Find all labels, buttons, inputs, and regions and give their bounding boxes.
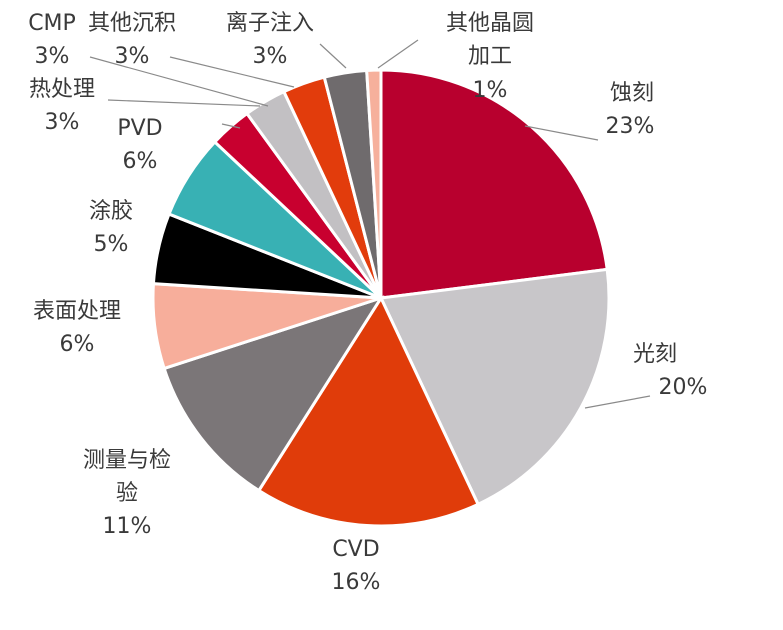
slice-name-label: 其他晶圆: [446, 11, 534, 36]
slice-name-label: 离子注入: [226, 11, 314, 36]
pie-slice: [162, 295, 385, 493]
slice-percent-label: 3%: [253, 44, 288, 69]
leader-line: [319, 43, 347, 69]
pie-slice: [256, 294, 481, 528]
slice-name-label: 测量与检: [83, 448, 171, 473]
slice-percent-label: 16%: [332, 570, 381, 595]
pie-slice: [378, 267, 611, 507]
slice-name-label: 涂胶: [89, 199, 133, 224]
slice-percent-label: 20%: [659, 375, 708, 400]
slice-percent-label: 3%: [45, 110, 80, 135]
pie-slice: [365, 68, 383, 299]
slice-percent-label: 3%: [35, 44, 70, 69]
slice-name-label: 加工: [468, 44, 512, 69]
leader-line: [107, 99, 261, 107]
slice-name-label: 热处理: [29, 77, 95, 102]
slice-percent-label: 1%: [473, 78, 508, 103]
slice-name-label: 其他沉积: [88, 11, 176, 36]
slice-name-label: 验: [116, 481, 138, 506]
leader-line: [524, 125, 599, 141]
pie-slice: [379, 68, 609, 300]
slice-name-label: 表面处理: [33, 299, 121, 324]
leader-line: [89, 56, 269, 107]
slice-percent-label: 11%: [103, 514, 152, 539]
leader-line: [377, 39, 419, 69]
slice-name-label: CMP: [28, 11, 76, 36]
slice-name-label: CVD: [332, 537, 379, 562]
slice-name-label: PVD: [117, 116, 162, 141]
slice-percent-label: 6%: [123, 149, 158, 174]
slice-percent-label: 5%: [94, 232, 129, 257]
leader-lines: [89, 39, 651, 409]
slice-name-label: 光刻: [633, 342, 677, 367]
slice-percent-label: 6%: [60, 332, 95, 357]
leader-line: [221, 123, 241, 129]
slice-name-label: 蚀刻: [610, 81, 654, 106]
leader-line: [169, 56, 295, 88]
slice-percent-label: 23%: [606, 114, 655, 139]
pie-slices: [151, 68, 611, 528]
slice-percent-label: 3%: [115, 44, 150, 69]
leader-line: [584, 395, 651, 409]
